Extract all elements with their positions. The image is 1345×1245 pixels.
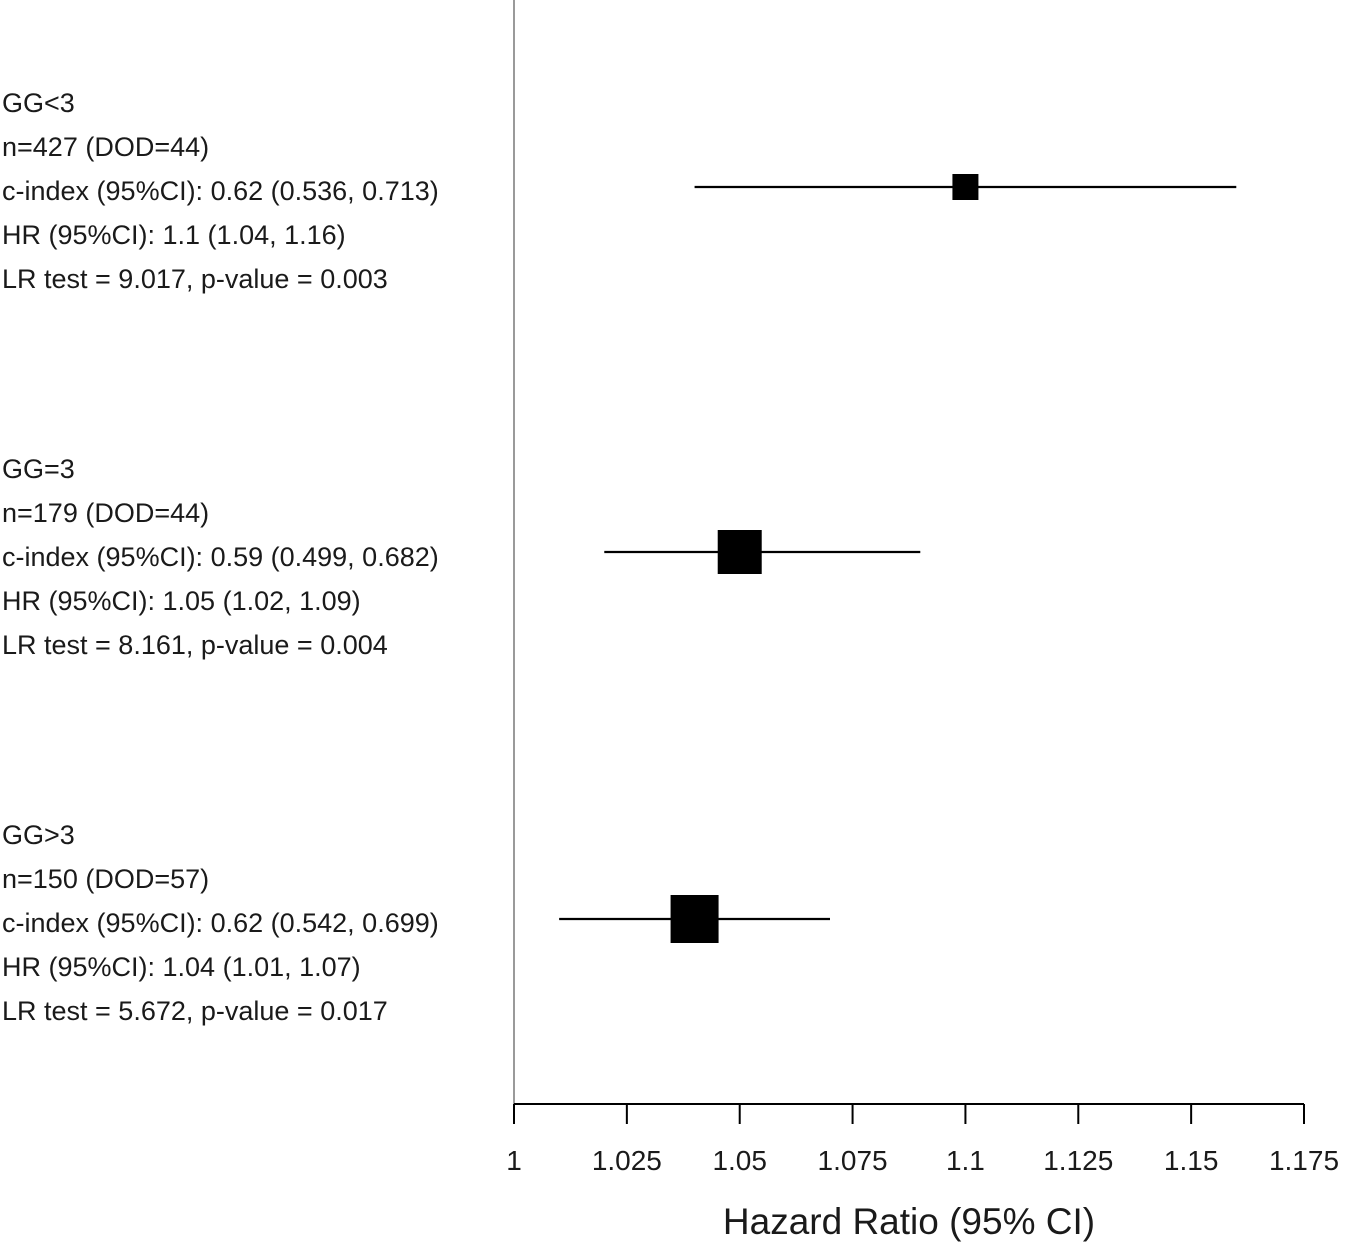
x-tick-label: 1.175 (1269, 1145, 1339, 1176)
group-c-index: c-index (95%CI): 0.62 (0.542, 0.699) (2, 908, 439, 938)
group-label-gg-lt3: GG<3 n=427 (DOD=44) c-index (95%CI): 0.6… (2, 81, 439, 301)
x-tick-label: 1 (506, 1145, 522, 1176)
forest-rows (559, 174, 1237, 943)
group-lr-test: LR test = 8.161, p-value = 0.004 (2, 630, 388, 660)
group-n-dod: n=150 (DOD=57) (2, 864, 210, 894)
group-lr-test: LR test = 5.672, p-value = 0.017 (2, 996, 388, 1026)
group-label-gg-eq3: GG=3 n=179 (DOD=44) c-index (95%CI): 0.5… (2, 447, 439, 667)
group-name: GG>3 (2, 820, 75, 850)
x-axis-title: Hazard Ratio (95% CI) (723, 1201, 1095, 1242)
x-tick-label: 1.075 (818, 1145, 888, 1176)
hr-marker-square (670, 895, 719, 943)
x-tick-label: 1.125 (1043, 1145, 1113, 1176)
x-tick-label: 1.05 (712, 1145, 767, 1176)
group-label-gg-gt3: GG>3 n=150 (DOD=57) c-index (95%CI): 0.6… (2, 813, 439, 1033)
hr-marker-square (952, 174, 979, 200)
x-axis: 1 1.025 1.05 1.075 1.1 1.125 1.15 1.175 Hazard R… (506, 1103, 1339, 1242)
x-tick-label: 1.025 (592, 1145, 662, 1176)
group-c-index: c-index (95%CI): 0.59 (0.499, 0.682) (2, 542, 439, 572)
group-name: GG<3 (2, 88, 75, 118)
group-lr-test: LR test = 9.017, p-value = 0.003 (2, 264, 388, 294)
hr-marker-square (717, 530, 762, 574)
x-tick-label: 1.1 (946, 1145, 985, 1176)
x-tick-label: 1.15 (1164, 1145, 1219, 1176)
group-hr: HR (95%CI): 1.05 (1.02, 1.09) (2, 586, 361, 616)
group-hr: HR (95%CI): 1.1 (1.04, 1.16) (2, 220, 346, 250)
group-name: GG=3 (2, 454, 75, 484)
group-hr: HR (95%CI): 1.04 (1.01, 1.07) (2, 952, 361, 982)
group-c-index: c-index (95%CI): 0.62 (0.536, 0.713) (2, 176, 439, 206)
group-n-dod: n=427 (DOD=44) (2, 132, 210, 162)
group-n-dod: n=179 (DOD=44) (2, 498, 210, 528)
